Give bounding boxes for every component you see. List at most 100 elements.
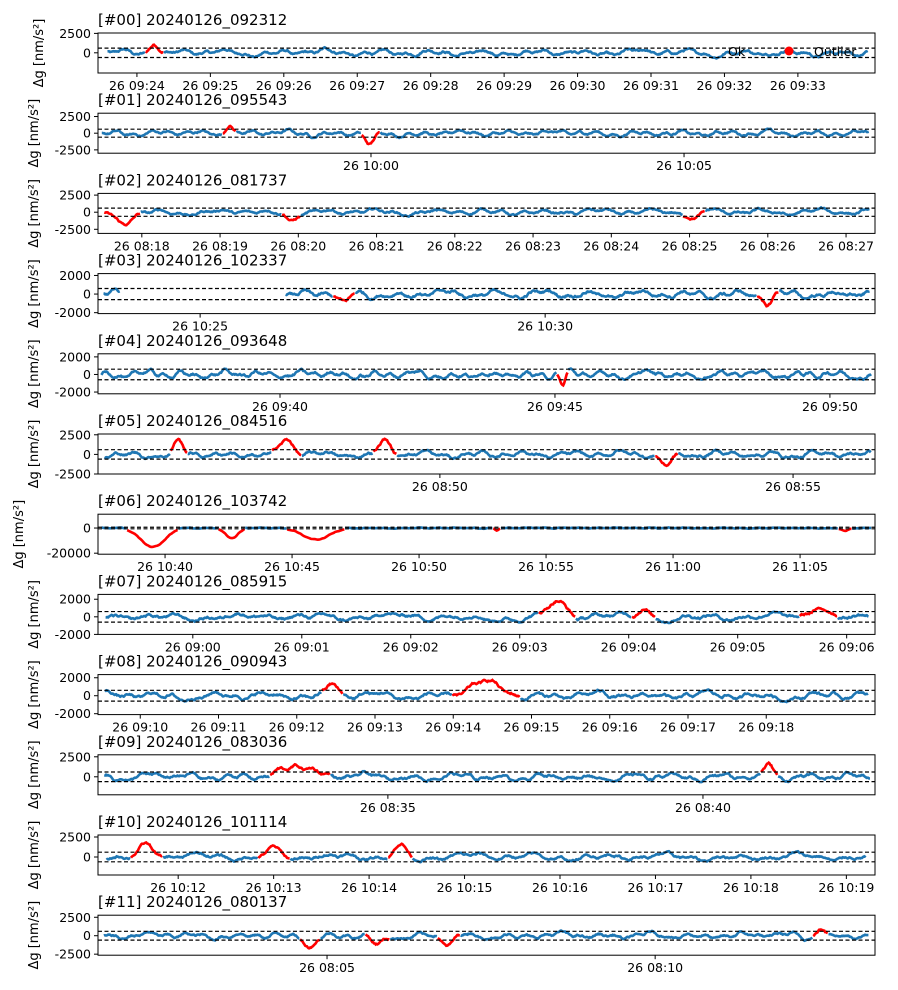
- subplot-9: [#09] 20240126_083036 Δg [nm/s²] 0 2500 26 0…: [27, 733, 876, 815]
- x-tick-label: 26 09:03: [492, 639, 548, 654]
- x-tick-label: 26 09:26: [256, 78, 312, 93]
- x-tick-label: 26 08:19: [192, 238, 248, 253]
- y-tick-label: 0: [83, 367, 91, 382]
- outlier-series-segment: [257, 844, 290, 860]
- data-layer: [107, 43, 869, 60]
- x-tick-label: 26 09:02: [383, 639, 439, 654]
- outlier-series-segment: [103, 210, 141, 227]
- x-tick-label: 26 09:15: [504, 720, 560, 735]
- y-axis-label: Δg [nm/s²]: [27, 339, 42, 408]
- ok-series-segment: [103, 930, 300, 942]
- subplot-title: [#00] 20240126_092312: [98, 11, 287, 30]
- ok-series-segment: [162, 850, 259, 863]
- y-tick-label: 2500: [59, 109, 91, 124]
- x-tick-label: 26 09:32: [696, 78, 752, 93]
- x-tick-label: 26 08:24: [583, 238, 639, 253]
- subplot-title: [#10] 20240126_101114: [98, 813, 287, 832]
- ok-series-segment: [300, 207, 684, 218]
- y-tick-label: -20000: [47, 546, 91, 561]
- outlier-series-segment: [538, 599, 576, 618]
- outlier-series-segment: [492, 527, 501, 533]
- x-tick-label: 26 09:30: [550, 78, 606, 93]
- x-tick-label: 26 10:14: [341, 880, 397, 895]
- y-tick-label: 2500: [59, 749, 91, 764]
- ok-series-segment: [342, 690, 453, 701]
- axes-frame: [97, 353, 876, 395]
- x-tick-label: 26 09:29: [476, 78, 532, 93]
- ok-series-segment: [100, 367, 558, 381]
- subplot-7: [#07] 20240126_085915 Δg [nm/s²] -2000 0 200…: [27, 572, 876, 654]
- x-tick-label: 26 08:50: [412, 479, 468, 494]
- ok-series-segment: [575, 610, 632, 622]
- y-tick-label: 0: [83, 688, 91, 703]
- x-tick-label: 26 09:05: [710, 639, 766, 654]
- x-tick-label: 26 08:18: [114, 238, 170, 253]
- y-tick-label: 0: [83, 287, 91, 302]
- y-tick-label: 0: [83, 126, 91, 141]
- outlier-series-segment: [756, 291, 779, 308]
- data-layer: [105, 599, 869, 625]
- ok-series-segment: [411, 849, 867, 864]
- subplot-title: [#09] 20240126_083036: [98, 733, 287, 752]
- x-tick-label: 26 08:10: [627, 960, 683, 975]
- subplot-11: [#11] 20240126_080137 Δg [nm/s²] -2500 0 250…: [27, 893, 876, 975]
- y-tick-label: 2500: [59, 910, 91, 925]
- x-tick-label: 26 10:50: [391, 559, 447, 574]
- y-tick-label: 2500: [59, 427, 91, 442]
- outlier-series-segment: [320, 682, 344, 695]
- data-layer: [103, 437, 872, 468]
- x-tick-label: 26 09:16: [582, 720, 638, 735]
- ok-series-segment: [677, 448, 872, 460]
- ok-series-segment: [837, 613, 869, 620]
- x-tick-label: 26 10:12: [150, 880, 206, 895]
- x-tick-label: 26 08:27: [818, 238, 874, 253]
- y-tick-label: 0: [83, 928, 91, 943]
- x-tick-label: 26 08:22: [427, 238, 483, 253]
- legend-label-ok: Ok: [728, 44, 746, 59]
- ok-series-segment: [567, 367, 872, 382]
- legend-marker-outlier: [784, 46, 794, 56]
- subplot-10: [#10] 20240126_101114 Δg [nm/s²] 0 2500 26 1…: [27, 813, 876, 895]
- y-axis-label: Δg [nm/s²]: [27, 740, 42, 809]
- outlier-series-segment: [437, 933, 461, 948]
- x-tick-label: 26 09:50: [802, 399, 858, 414]
- y-tick-label: -2000: [55, 305, 91, 320]
- x-tick-label: 26 08:35: [360, 800, 416, 815]
- ok-series-segment: [103, 287, 121, 296]
- y-tick-label: -2500: [55, 467, 91, 482]
- x-tick-label: 26 08:20: [270, 238, 326, 253]
- subplot-4: [#04] 20240126_093648 Δg [nm/s²] -2000 0 200…: [27, 332, 876, 414]
- ok-series-segment: [101, 128, 223, 138]
- y-tick-label: 2500: [59, 188, 91, 203]
- ok-series-segment: [301, 449, 374, 460]
- x-tick-label: 26 08:21: [349, 238, 405, 253]
- x-tick-label: 26 09:18: [738, 720, 794, 735]
- y-axis-label: Δg [nm/s²]: [32, 19, 47, 88]
- y-axis-label: Δg [nm/s²]: [27, 660, 42, 729]
- axes-frame: [97, 513, 876, 555]
- ok-series-segment: [460, 929, 814, 943]
- outlier-series-segment: [281, 213, 301, 222]
- x-tick-label: 26 10:13: [246, 880, 302, 895]
- x-tick-label: 26 09:40: [252, 399, 308, 414]
- data-layer: [101, 124, 870, 146]
- outlier-series-segment: [222, 124, 237, 135]
- x-tick-label: 26 09:11: [191, 720, 247, 735]
- outlier-series-segment: [451, 678, 521, 698]
- subplot-title: [#06] 20240126_103742: [98, 492, 287, 511]
- x-tick-label: 26 10:17: [628, 880, 684, 895]
- axes-frame: [97, 674, 876, 716]
- ok-series-segment: [104, 688, 323, 703]
- y-tick-label: 0: [83, 447, 91, 462]
- outlier-series-segment: [271, 437, 302, 457]
- y-axis-label: Δg [nm/s²]: [27, 420, 42, 489]
- x-tick-label: 26 09:27: [329, 78, 385, 93]
- ok-series-segment: [354, 287, 757, 302]
- data-layer: [101, 526, 872, 549]
- outlier-series-segment: [217, 528, 246, 540]
- x-tick-label: 26 11:00: [645, 559, 701, 574]
- x-tick-label: 26 08:23: [505, 238, 561, 253]
- y-tick-label: 2000: [59, 592, 91, 607]
- ok-series-segment: [777, 770, 871, 784]
